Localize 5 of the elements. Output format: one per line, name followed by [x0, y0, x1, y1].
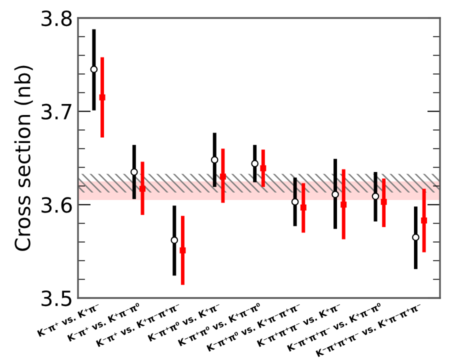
y-axis-title: Cross section (nb): [14, 66, 33, 251]
y-tick-label: 3.7: [42, 104, 72, 120]
y-tick-label: 3.6: [42, 197, 72, 213]
y-tick-label: 3.8: [42, 10, 72, 26]
y-tick-label: 3.5: [42, 290, 72, 306]
